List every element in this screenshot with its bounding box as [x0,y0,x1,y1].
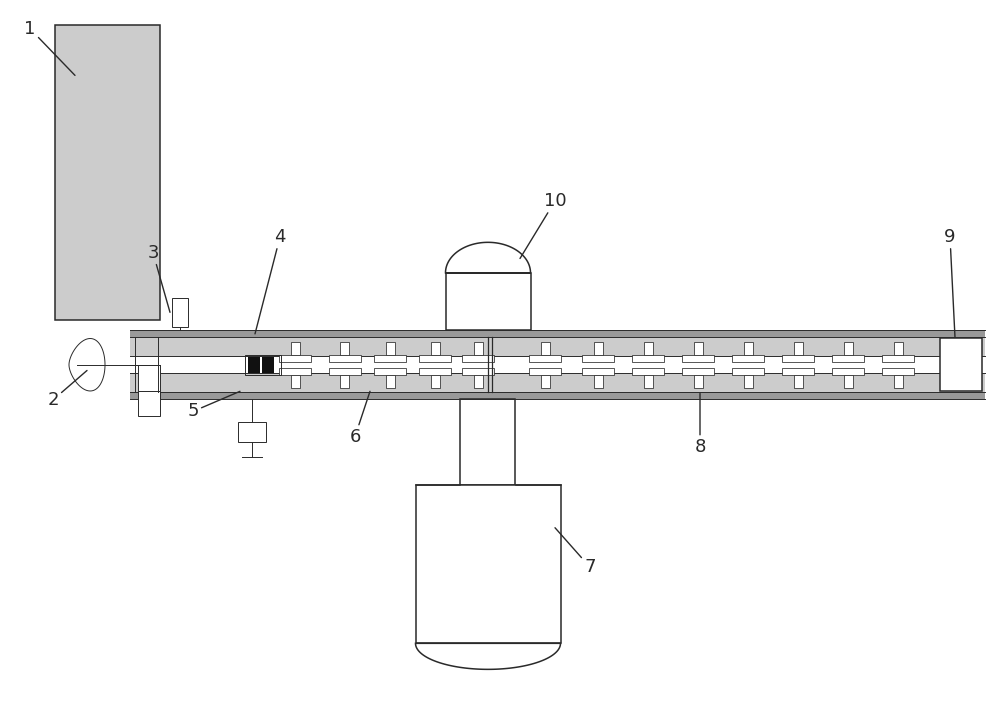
Bar [474,375,482,388]
Bar [694,342,702,355]
Bar [732,355,764,362]
Bar [594,342,602,355]
Bar [130,356,985,373]
Bar [430,375,440,388]
Bar [582,355,614,362]
Bar [882,355,914,362]
Bar [782,355,814,362]
Bar [416,485,560,643]
Text: 3: 3 [147,243,170,312]
Bar [419,368,451,375]
Bar [582,368,614,375]
Bar [744,375,753,388]
Bar [894,375,903,388]
Text: 7: 7 [555,528,596,577]
Bar [844,342,852,355]
Bar [541,375,550,388]
Bar [262,357,274,373]
Bar [682,355,714,362]
Bar [238,422,266,442]
Bar [794,375,803,388]
Bar [462,368,494,375]
Text: 4: 4 [255,228,286,334]
Bar [894,342,903,355]
Bar [832,368,864,375]
Bar [138,365,160,391]
Bar [474,342,482,355]
Bar [329,368,361,375]
Bar [462,355,494,362]
Bar [644,342,653,355]
Bar [386,342,394,355]
Polygon shape [69,338,105,391]
Bar [340,342,350,355]
Bar [744,342,753,355]
Text: 1: 1 [24,19,75,75]
Text: 8: 8 [694,393,706,456]
Bar [130,330,985,399]
Bar [374,368,406,375]
Bar [594,375,602,388]
Bar [55,25,160,320]
Bar [732,368,764,375]
Bar [446,273,530,330]
Bar [329,355,361,362]
Bar [832,355,864,362]
Bar [290,342,300,355]
Polygon shape [416,643,560,669]
Bar [430,342,440,355]
Bar [940,338,982,391]
Bar [130,337,985,392]
Bar [644,375,653,388]
Bar [682,368,714,375]
Bar [632,355,664,362]
Bar [529,368,561,375]
Bar [541,342,550,355]
Bar [245,355,281,375]
Text: 9: 9 [944,228,956,337]
Bar [248,357,260,373]
Bar [290,375,300,388]
Bar [794,342,803,355]
Bar [782,368,814,375]
Bar [632,368,664,375]
Text: 2: 2 [47,370,87,409]
Bar [279,355,311,362]
Bar [386,375,394,388]
Bar [374,355,406,362]
Bar [460,399,515,485]
Bar [882,368,914,375]
Bar [844,375,852,388]
Bar [279,368,311,375]
Bar [694,375,702,388]
Bar [529,355,561,362]
Text: 5: 5 [187,391,240,421]
Bar [419,355,451,362]
Bar [340,375,350,388]
Bar [138,391,160,416]
Bar [172,298,188,327]
Polygon shape [446,243,530,273]
Text: 6: 6 [349,391,370,446]
Text: 10: 10 [520,192,566,258]
